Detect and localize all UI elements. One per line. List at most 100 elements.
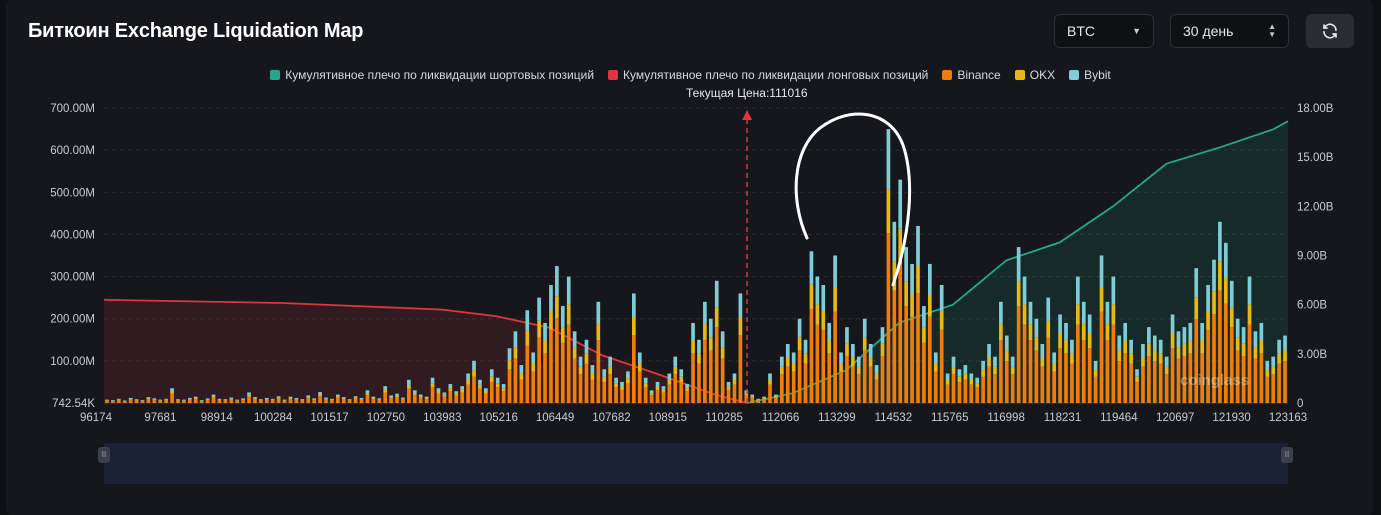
- legend-item-short[interactable]: Кумулятивное плечо по ликвидации шортовы…: [270, 68, 594, 82]
- bar-bybit: [1253, 331, 1258, 348]
- bar-bybit: [762, 396, 766, 399]
- bar-binance: [785, 366, 790, 403]
- bar-bybit: [1200, 322, 1204, 341]
- bar-bybit: [501, 384, 506, 389]
- bar-okx: [359, 399, 364, 400]
- bar-bybit: [928, 263, 932, 295]
- bar-bybit: [318, 392, 322, 395]
- bar-binance: [791, 371, 796, 403]
- bar-bybit: [578, 356, 583, 367]
- bar-bybit: [264, 397, 269, 400]
- bar-binance: [720, 358, 725, 403]
- bar-binance: [691, 353, 695, 403]
- bar-okx: [1170, 333, 1175, 349]
- bar-bybit: [395, 393, 399, 396]
- bar-bybit: [602, 369, 607, 377]
- bar-okx: [1182, 343, 1187, 356]
- current-price-label: Текущая Цена:111016: [686, 86, 808, 100]
- bar-okx: [785, 356, 790, 367]
- bar-okx: [1147, 343, 1151, 356]
- legend-item-binance[interactable]: Binance: [942, 68, 1001, 82]
- chart-legend: Кумулятивное плечо по ликвидации шортовы…: [0, 68, 1381, 82]
- x-tick-label: 98914: [201, 412, 234, 424]
- bar-binance: [341, 399, 346, 403]
- legend-item-okx[interactable]: OKX: [1014, 68, 1055, 82]
- bar-okx: [460, 389, 464, 393]
- bar-okx: [353, 397, 358, 399]
- bar-okx: [886, 189, 891, 234]
- bar-bybit: [1016, 247, 1021, 282]
- bar-binance: [454, 395, 459, 403]
- refresh-button[interactable]: [1306, 14, 1354, 48]
- bar-binance: [371, 399, 376, 403]
- bar-bybit: [270, 398, 275, 400]
- bar-okx: [448, 388, 453, 392]
- bar-binance: [1010, 374, 1015, 403]
- bar-bybit: [164, 398, 168, 400]
- bar-okx: [229, 398, 234, 400]
- bar-bybit: [543, 322, 547, 341]
- bar-binance: [235, 400, 240, 403]
- bar-binance: [874, 379, 879, 403]
- bar-binance: [501, 391, 506, 403]
- bar-bybit: [472, 360, 476, 371]
- bar-binance: [241, 400, 245, 403]
- bar-bybit: [939, 285, 944, 311]
- bar-binance: [324, 399, 328, 403]
- bar-okx: [708, 337, 713, 351]
- bar-bybit: [519, 365, 524, 374]
- bar-binance: [1022, 324, 1027, 403]
- bar-binance: [395, 397, 399, 403]
- bar-binance: [259, 400, 263, 403]
- x-tick-label: 112066: [762, 412, 800, 424]
- bar-okx: [1158, 353, 1163, 364]
- x-tick-label: 118231: [1044, 412, 1082, 424]
- bar-bybit: [703, 301, 707, 325]
- bar-binance: [1111, 324, 1116, 403]
- zoom-slider[interactable]: [104, 443, 1288, 484]
- bar-okx: [306, 397, 311, 399]
- bar-binance: [578, 374, 583, 403]
- bar-bybit: [1164, 356, 1169, 367]
- bar-binance: [276, 398, 281, 403]
- bar-bybit: [963, 365, 968, 374]
- bar-binance: [1170, 348, 1175, 403]
- range-select[interactable]: 30 день ▲ ▼: [1170, 14, 1289, 48]
- bar-bybit: [489, 369, 494, 377]
- bar-okx: [732, 379, 737, 385]
- bar-binance: [152, 400, 157, 403]
- coin-select[interactable]: BTC ▼: [1054, 14, 1154, 48]
- bar-binance: [247, 396, 251, 403]
- bar-bybit: [910, 263, 914, 295]
- bar-okx: [703, 324, 707, 341]
- bar-bybit: [933, 352, 938, 364]
- legend-item-bybit[interactable]: Bybit: [1069, 68, 1111, 82]
- bar-bybit: [525, 310, 530, 331]
- bar-bybit: [780, 356, 784, 367]
- slider-handle-right[interactable]: II: [1281, 447, 1293, 463]
- bar-bybit: [158, 399, 163, 401]
- bar-bybit: [1052, 352, 1056, 364]
- bar-bybit: [791, 352, 796, 364]
- bar-binance: [193, 399, 198, 403]
- bar-bybit: [1212, 259, 1216, 292]
- bar-okx: [525, 330, 530, 346]
- bar-okx: [738, 317, 743, 336]
- bar-okx: [626, 378, 630, 384]
- bar-binance: [430, 387, 435, 403]
- bar-okx: [999, 324, 1003, 341]
- legend-item-long[interactable]: Кумулятивное плечо по ликвидации лонговы…: [608, 68, 928, 82]
- bar-okx: [1052, 363, 1056, 372]
- bar-bybit: [347, 399, 352, 401]
- bar-binance: [158, 400, 163, 403]
- bar-binance: [886, 233, 891, 403]
- bar-okx: [560, 327, 565, 343]
- bar-okx: [720, 347, 725, 359]
- bar-binance: [217, 400, 222, 403]
- bar-okx: [454, 393, 459, 396]
- bar-binance: [643, 387, 648, 403]
- slider-handle-left[interactable]: II: [98, 447, 110, 463]
- bar-binance: [448, 391, 453, 403]
- bar-binance: [969, 384, 974, 403]
- bar-binance: [975, 387, 980, 403]
